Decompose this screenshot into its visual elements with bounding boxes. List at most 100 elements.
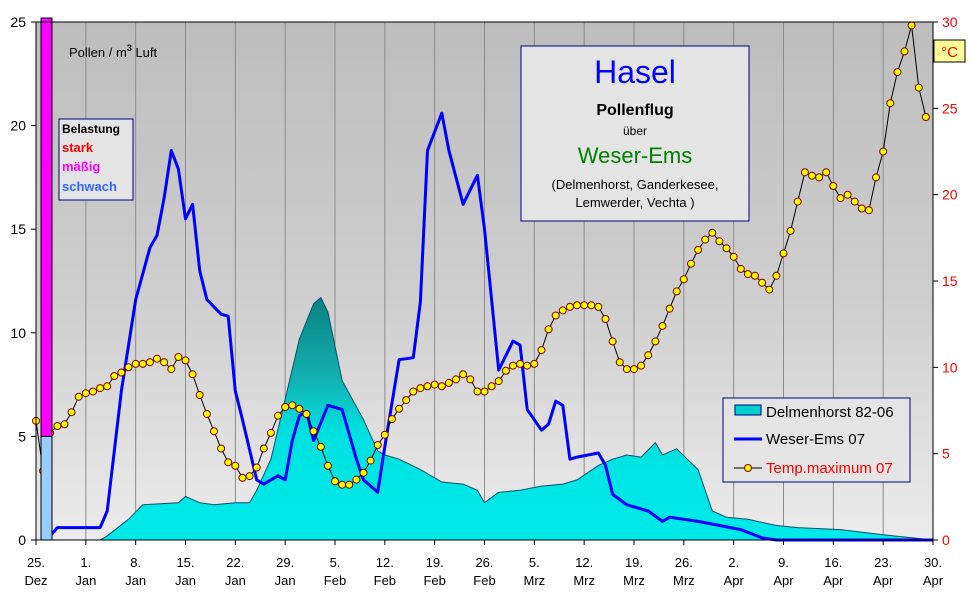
temperature-marker bbox=[231, 461, 240, 470]
x-tick-label: 12. bbox=[575, 555, 593, 570]
temperature-marker bbox=[843, 190, 852, 199]
x-tick-label: 22. bbox=[226, 555, 244, 570]
temperature-marker bbox=[395, 404, 404, 413]
temperature-marker bbox=[772, 271, 781, 280]
temperature-marker bbox=[117, 368, 126, 377]
x-tick-label: 15. bbox=[176, 555, 194, 570]
x-tick-label: 30. bbox=[924, 555, 942, 570]
temperature-marker bbox=[167, 365, 176, 374]
temperature-marker bbox=[800, 168, 809, 177]
grid-lines bbox=[85, 22, 884, 540]
temperature-marker bbox=[188, 370, 197, 379]
svg-text:über: über bbox=[623, 124, 647, 138]
belastung-legend: Belastung stark mäßig schwach bbox=[58, 118, 134, 201]
temperature-marker bbox=[601, 315, 610, 323]
temperature-marker bbox=[437, 382, 446, 391]
temperature-marker bbox=[573, 301, 581, 310]
info-box: Hasel Pollenflug über Weser-Ems (Delmenh… bbox=[520, 45, 750, 222]
temperature-marker bbox=[672, 287, 681, 296]
x-tick-label: 26. bbox=[475, 555, 493, 570]
temperature-marker bbox=[323, 461, 332, 470]
temperature-marker bbox=[252, 463, 261, 472]
svg-text:mäßig: mäßig bbox=[62, 159, 100, 174]
temperature-layer bbox=[32, 21, 930, 489]
weser-ems-line-layer bbox=[49, 111, 933, 542]
x-tick-month: Apr bbox=[823, 573, 844, 588]
temperature-marker bbox=[644, 351, 653, 360]
temperature-marker bbox=[124, 363, 133, 372]
temperature-marker bbox=[850, 197, 859, 206]
x-tick-month: Jan bbox=[225, 573, 246, 588]
temperature-marker bbox=[587, 301, 596, 310]
y2-tick-label: 0 bbox=[942, 532, 950, 548]
x-tick-label: 29. bbox=[276, 555, 294, 570]
x-tick-month: Mrz bbox=[573, 573, 595, 588]
svg-text:Temp.maximum 07: Temp.maximum 07 bbox=[766, 460, 893, 477]
temperature-marker bbox=[530, 359, 539, 368]
temperature-marker bbox=[160, 358, 169, 367]
temperature-marker bbox=[544, 325, 553, 334]
temperature-marker bbox=[651, 337, 660, 346]
temperature-marker bbox=[729, 252, 738, 261]
temperature-marker bbox=[174, 353, 183, 361]
temperature-marker bbox=[694, 245, 703, 254]
temperature-marker bbox=[494, 377, 503, 386]
temperature-marker bbox=[523, 361, 532, 370]
x-tick-label: 5. bbox=[529, 555, 540, 570]
y2-tick-label: 10 bbox=[942, 359, 958, 375]
temperature-marker bbox=[96, 384, 105, 393]
x-tick-label: 8. bbox=[130, 555, 141, 570]
x-tick-month: Apr bbox=[724, 573, 745, 588]
temperature-marker bbox=[665, 304, 674, 313]
temperature-marker bbox=[380, 430, 389, 439]
temperature-marker bbox=[259, 444, 268, 453]
temperature-marker bbox=[145, 358, 154, 367]
temperature-marker bbox=[302, 410, 311, 418]
temperature-marker bbox=[879, 147, 888, 156]
x-tick-month: Feb bbox=[374, 573, 396, 588]
temperature-marker bbox=[509, 361, 517, 370]
delmenhorst-area-layer bbox=[99, 296, 934, 541]
y2-tick-label: 5 bbox=[942, 446, 950, 462]
temperature-marker bbox=[900, 47, 909, 56]
scale-segment bbox=[40, 17, 53, 437]
temperature-marker bbox=[331, 477, 339, 486]
temperature-marker bbox=[480, 387, 489, 396]
temperature-marker bbox=[316, 442, 325, 451]
temperature-marker bbox=[758, 278, 767, 287]
temperature-marker bbox=[580, 301, 589, 310]
scale-segment bbox=[40, 435, 53, 541]
svg-text:(Delmenhorst, Ganderkesee,: (Delmenhorst, Ganderkesee, bbox=[552, 177, 719, 192]
legend-marker-temp bbox=[744, 464, 752, 472]
temperature-marker bbox=[914, 83, 923, 92]
belastung-scale-bar bbox=[40, 17, 53, 541]
temperature-marker bbox=[67, 408, 76, 417]
temperature-marker bbox=[907, 21, 916, 30]
temperature-marker bbox=[864, 206, 873, 215]
x-tick-label: 19. bbox=[625, 555, 643, 570]
temperature-marker bbox=[309, 427, 318, 436]
y-axis-label: Pollen / m3 Luft bbox=[69, 43, 158, 60]
temperature-marker bbox=[822, 168, 831, 177]
temperature-marker bbox=[89, 387, 97, 396]
y-tick-label: 20 bbox=[10, 118, 26, 134]
x-tick-label: 12. bbox=[376, 555, 394, 570]
temperature-marker bbox=[466, 375, 475, 384]
svg-text:Weser-Ems: Weser-Ems bbox=[578, 143, 693, 168]
temperature-marker bbox=[516, 359, 525, 368]
temperature-marker bbox=[60, 420, 69, 429]
temperature-marker bbox=[687, 259, 695, 268]
temperature-marker bbox=[551, 311, 560, 320]
x-tick-label: 5. bbox=[330, 555, 341, 570]
x-tick-label: 2. bbox=[728, 555, 739, 570]
temperature-marker bbox=[81, 389, 90, 398]
temperature-marker bbox=[615, 358, 624, 367]
x-tick-month: Apr bbox=[773, 573, 794, 588]
x-tick-label: 16. bbox=[824, 555, 842, 570]
temperature-marker bbox=[217, 444, 226, 453]
temperature-marker bbox=[921, 113, 930, 121]
temperature-marker bbox=[103, 382, 112, 391]
temperature-marker bbox=[245, 472, 254, 481]
temperature-marker bbox=[266, 428, 275, 437]
temperature-marker bbox=[224, 458, 233, 467]
